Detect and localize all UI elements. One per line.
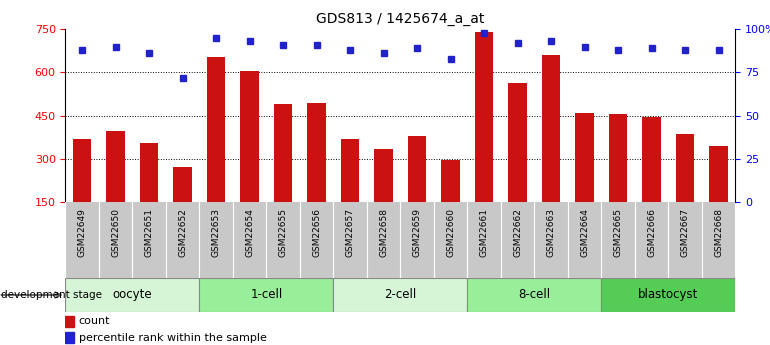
Text: oocyte: oocyte (112, 288, 152, 302)
Text: blastocyst: blastocyst (638, 288, 698, 302)
Bar (642, 117, 661, 202)
Bar (542, 55, 561, 202)
Bar (609, 114, 628, 202)
Bar (240, 71, 259, 202)
Text: development stage: development stage (1, 290, 102, 300)
Bar (274, 104, 293, 202)
Bar (65, 315, 74, 327)
Text: GDS813 / 1425674_a_at: GDS813 / 1425674_a_at (316, 12, 484, 26)
Bar (676, 134, 695, 202)
Text: percentile rank within the sample: percentile rank within the sample (79, 333, 266, 343)
Text: GSM22658: GSM22658 (379, 208, 388, 257)
Bar (475, 32, 494, 202)
Bar (173, 167, 192, 202)
Bar (575, 113, 594, 202)
Text: count: count (79, 316, 110, 326)
Text: GSM22662: GSM22662 (513, 208, 522, 257)
Text: GSM22667: GSM22667 (681, 208, 690, 257)
Text: GSM22650: GSM22650 (111, 208, 120, 257)
Bar (374, 149, 393, 202)
Text: GSM22657: GSM22657 (346, 208, 355, 257)
Text: 2-cell: 2-cell (384, 288, 417, 302)
Bar (508, 82, 527, 202)
Text: GSM22661: GSM22661 (480, 208, 489, 257)
Text: 8-cell: 8-cell (518, 288, 551, 302)
Text: 1-cell: 1-cell (250, 288, 283, 302)
Bar (65, 278, 199, 312)
Bar (709, 146, 728, 202)
Text: GSM22652: GSM22652 (178, 208, 187, 257)
Bar (73, 139, 92, 202)
Text: GSM22664: GSM22664 (580, 208, 589, 257)
Bar (140, 143, 159, 202)
Text: GSM22655: GSM22655 (279, 208, 288, 257)
Bar (333, 278, 467, 312)
Bar (199, 278, 333, 312)
Bar (601, 278, 735, 312)
Bar (341, 139, 360, 202)
Bar (467, 278, 601, 312)
Bar (207, 57, 226, 202)
Bar (106, 131, 125, 202)
Text: GSM22649: GSM22649 (78, 208, 87, 257)
Text: GSM22660: GSM22660 (446, 208, 455, 257)
Text: GSM22651: GSM22651 (145, 208, 154, 257)
Text: GSM22666: GSM22666 (647, 208, 656, 257)
Text: GSM22659: GSM22659 (413, 208, 422, 257)
Text: GSM22654: GSM22654 (245, 208, 254, 257)
Bar (65, 332, 74, 343)
Text: GSM22653: GSM22653 (212, 208, 221, 257)
Text: GSM22663: GSM22663 (547, 208, 556, 257)
Bar (408, 136, 427, 202)
Bar (441, 160, 460, 202)
Text: GSM22665: GSM22665 (614, 208, 623, 257)
Text: GSM22668: GSM22668 (714, 208, 723, 257)
Bar (307, 102, 326, 202)
Text: GSM22656: GSM22656 (312, 208, 321, 257)
